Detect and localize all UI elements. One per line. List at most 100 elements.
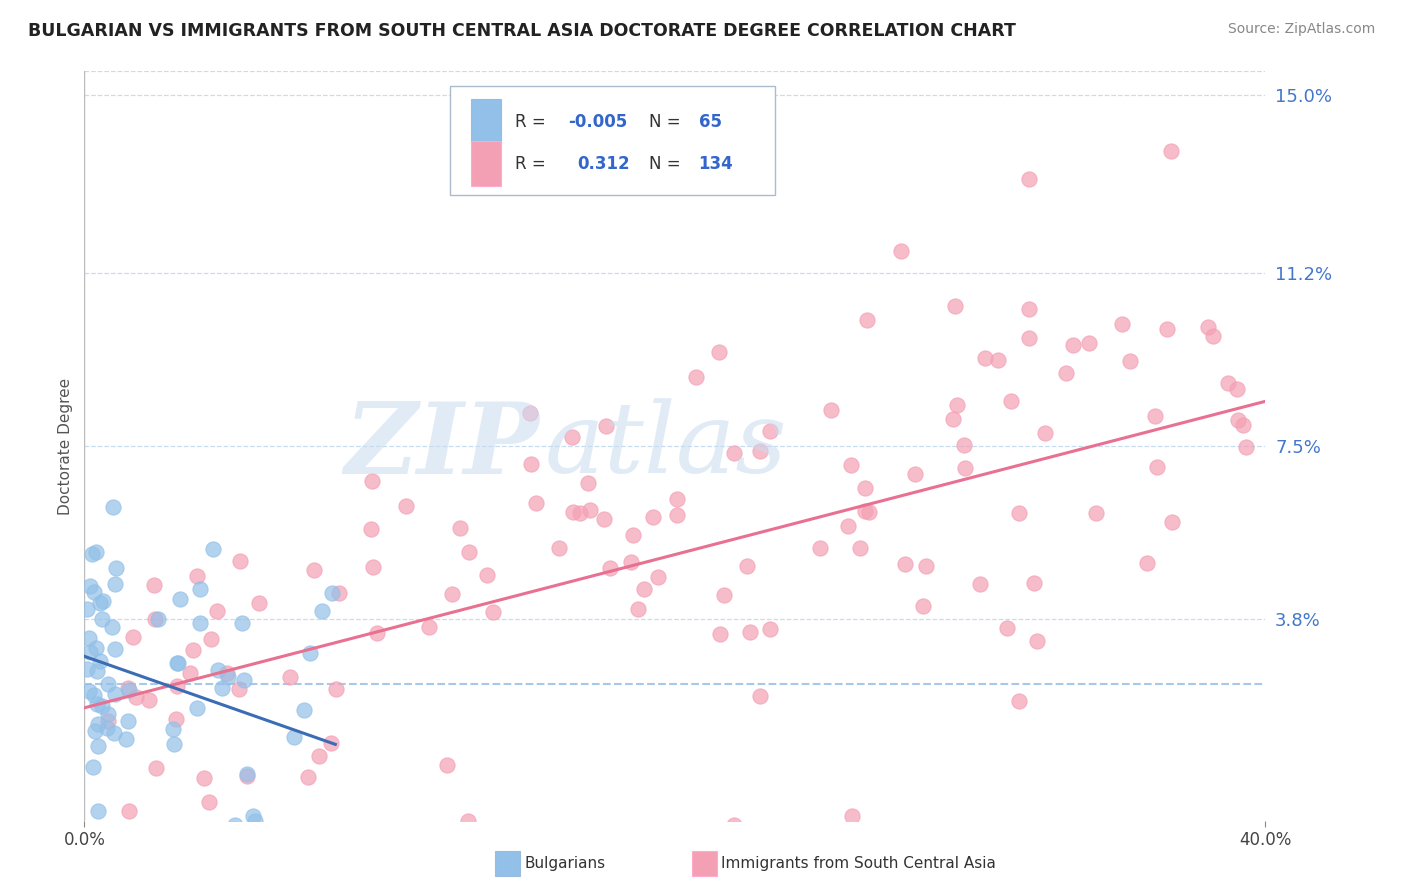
- Point: [627, 602, 650, 616]
- Point: [79, 580, 101, 594]
- Point: [1018, 302, 1040, 317]
- Point: [181, 643, 204, 657]
- Text: N =: N =: [650, 154, 686, 172]
- Text: 0.312: 0.312: [576, 154, 630, 172]
- Point: [325, 681, 347, 696]
- Point: [283, 731, 305, 745]
- Point: [1118, 354, 1140, 368]
- Point: [561, 429, 583, 443]
- Point: [1008, 506, 1031, 520]
- Point: [79, 645, 101, 659]
- Point: [599, 560, 621, 574]
- Point: [142, 578, 165, 592]
- Point: [621, 527, 644, 541]
- Point: [104, 576, 127, 591]
- Point: [179, 666, 201, 681]
- Point: [311, 604, 333, 618]
- Text: R =: R =: [516, 112, 551, 130]
- Point: [440, 587, 463, 601]
- Point: [1033, 425, 1056, 440]
- Point: [395, 499, 418, 513]
- Point: [758, 424, 780, 438]
- Point: [519, 406, 541, 420]
- Point: [229, 554, 252, 568]
- Point: [1022, 575, 1045, 590]
- Point: [97, 714, 120, 728]
- Point: [1156, 322, 1178, 336]
- Point: [595, 418, 617, 433]
- Point: [87, 739, 110, 753]
- Point: [856, 312, 879, 326]
- Point: [82, 760, 104, 774]
- Point: [1160, 144, 1182, 158]
- Point: [849, 541, 872, 555]
- Point: [723, 445, 745, 459]
- Point: [1227, 413, 1250, 427]
- Point: [436, 758, 458, 772]
- Point: [1077, 336, 1099, 351]
- Point: [723, 818, 745, 832]
- Point: [87, 804, 110, 818]
- Point: [86, 664, 108, 678]
- Point: [578, 503, 600, 517]
- Point: [562, 505, 585, 519]
- Point: [568, 506, 591, 520]
- Point: [945, 298, 967, 313]
- Point: [914, 559, 936, 574]
- Point: [974, 351, 997, 366]
- Point: [837, 519, 859, 533]
- Point: [942, 412, 965, 426]
- Point: [853, 504, 876, 518]
- Point: [458, 545, 481, 559]
- Point: [292, 703, 315, 717]
- Point: [969, 577, 991, 591]
- Point: [1107, 822, 1129, 837]
- Point: [1226, 382, 1249, 396]
- Point: [360, 474, 382, 488]
- Point: [163, 737, 186, 751]
- Point: [235, 767, 257, 781]
- Point: [76, 602, 98, 616]
- Point: [1143, 409, 1166, 423]
- Point: [217, 670, 239, 684]
- Point: [86, 717, 108, 731]
- Point: [1018, 331, 1040, 345]
- Point: [117, 714, 139, 728]
- Point: [1197, 320, 1219, 334]
- Point: [143, 611, 166, 625]
- Point: [520, 458, 543, 472]
- Point: [162, 722, 184, 736]
- Text: Immigrants from South Central Asia: Immigrants from South Central Asia: [721, 856, 997, 871]
- Point: [96, 721, 118, 735]
- Point: [82, 547, 104, 561]
- Text: R =: R =: [516, 154, 551, 172]
- Point: [84, 545, 107, 559]
- Point: [890, 244, 912, 258]
- Point: [1018, 172, 1040, 186]
- Point: [207, 663, 229, 677]
- Point: [853, 481, 876, 495]
- Point: [118, 682, 141, 697]
- Text: Source: ZipAtlas.com: Source: ZipAtlas.com: [1227, 22, 1375, 37]
- Point: [1202, 329, 1225, 343]
- Point: [231, 616, 253, 631]
- Point: [83, 688, 105, 702]
- Point: [591, 837, 613, 851]
- Point: [138, 693, 160, 707]
- Point: [97, 677, 120, 691]
- Point: [759, 622, 782, 636]
- Point: [86, 641, 108, 656]
- Point: [224, 818, 246, 832]
- Point: [89, 596, 111, 610]
- Point: [297, 770, 319, 784]
- Point: [894, 557, 917, 571]
- Point: [277, 822, 299, 837]
- Point: [713, 588, 735, 602]
- Point: [186, 569, 208, 583]
- Point: [363, 560, 385, 574]
- Point: [1234, 441, 1257, 455]
- Point: [304, 563, 326, 577]
- Point: [666, 491, 689, 506]
- Point: [748, 689, 770, 703]
- Point: [1000, 394, 1022, 409]
